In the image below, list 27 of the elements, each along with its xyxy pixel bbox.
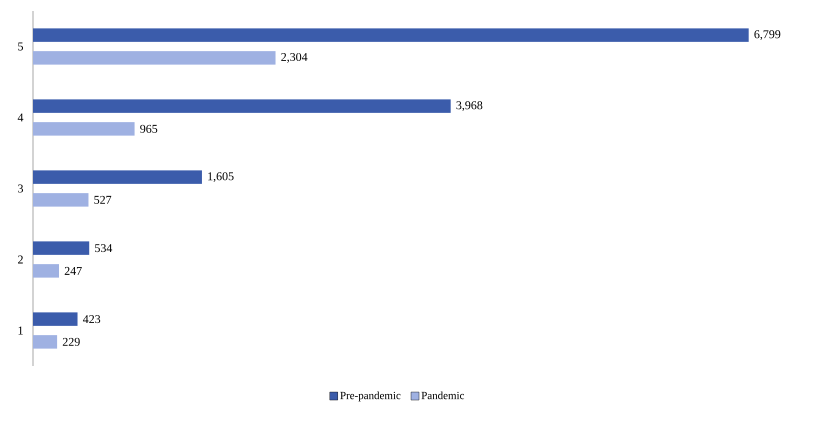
bar	[33, 193, 88, 207]
data-label: 423	[82, 315, 100, 324]
bar	[33, 122, 135, 136]
y-tick-label: 4	[18, 114, 24, 122]
data-label: 1,605	[208, 172, 234, 182]
bar	[33, 335, 58, 349]
y-tick-label: 3	[18, 184, 24, 193]
bar	[33, 312, 78, 326]
bar	[33, 264, 59, 278]
y-tick-label: 1	[18, 326, 23, 334]
bar	[33, 99, 451, 113]
y-tick-label: 5	[18, 42, 24, 50]
data-label: 247	[64, 266, 82, 275]
data-label: 965	[140, 124, 158, 133]
legend-label: Pre-pandemic	[340, 391, 401, 402]
bar	[33, 170, 202, 184]
bar	[33, 51, 276, 65]
bar	[33, 28, 749, 42]
legend-label: Pandemic	[422, 391, 464, 400]
data-label: 6,799	[754, 30, 780, 40]
data-label: 229	[62, 338, 80, 346]
data-label: 527	[94, 196, 112, 204]
data-label: 534	[95, 244, 112, 252]
y-tick-label: 2	[18, 256, 23, 264]
bar	[33, 241, 90, 255]
data-label: 3,968	[456, 101, 482, 112]
data-label: 2,304	[281, 52, 308, 63]
